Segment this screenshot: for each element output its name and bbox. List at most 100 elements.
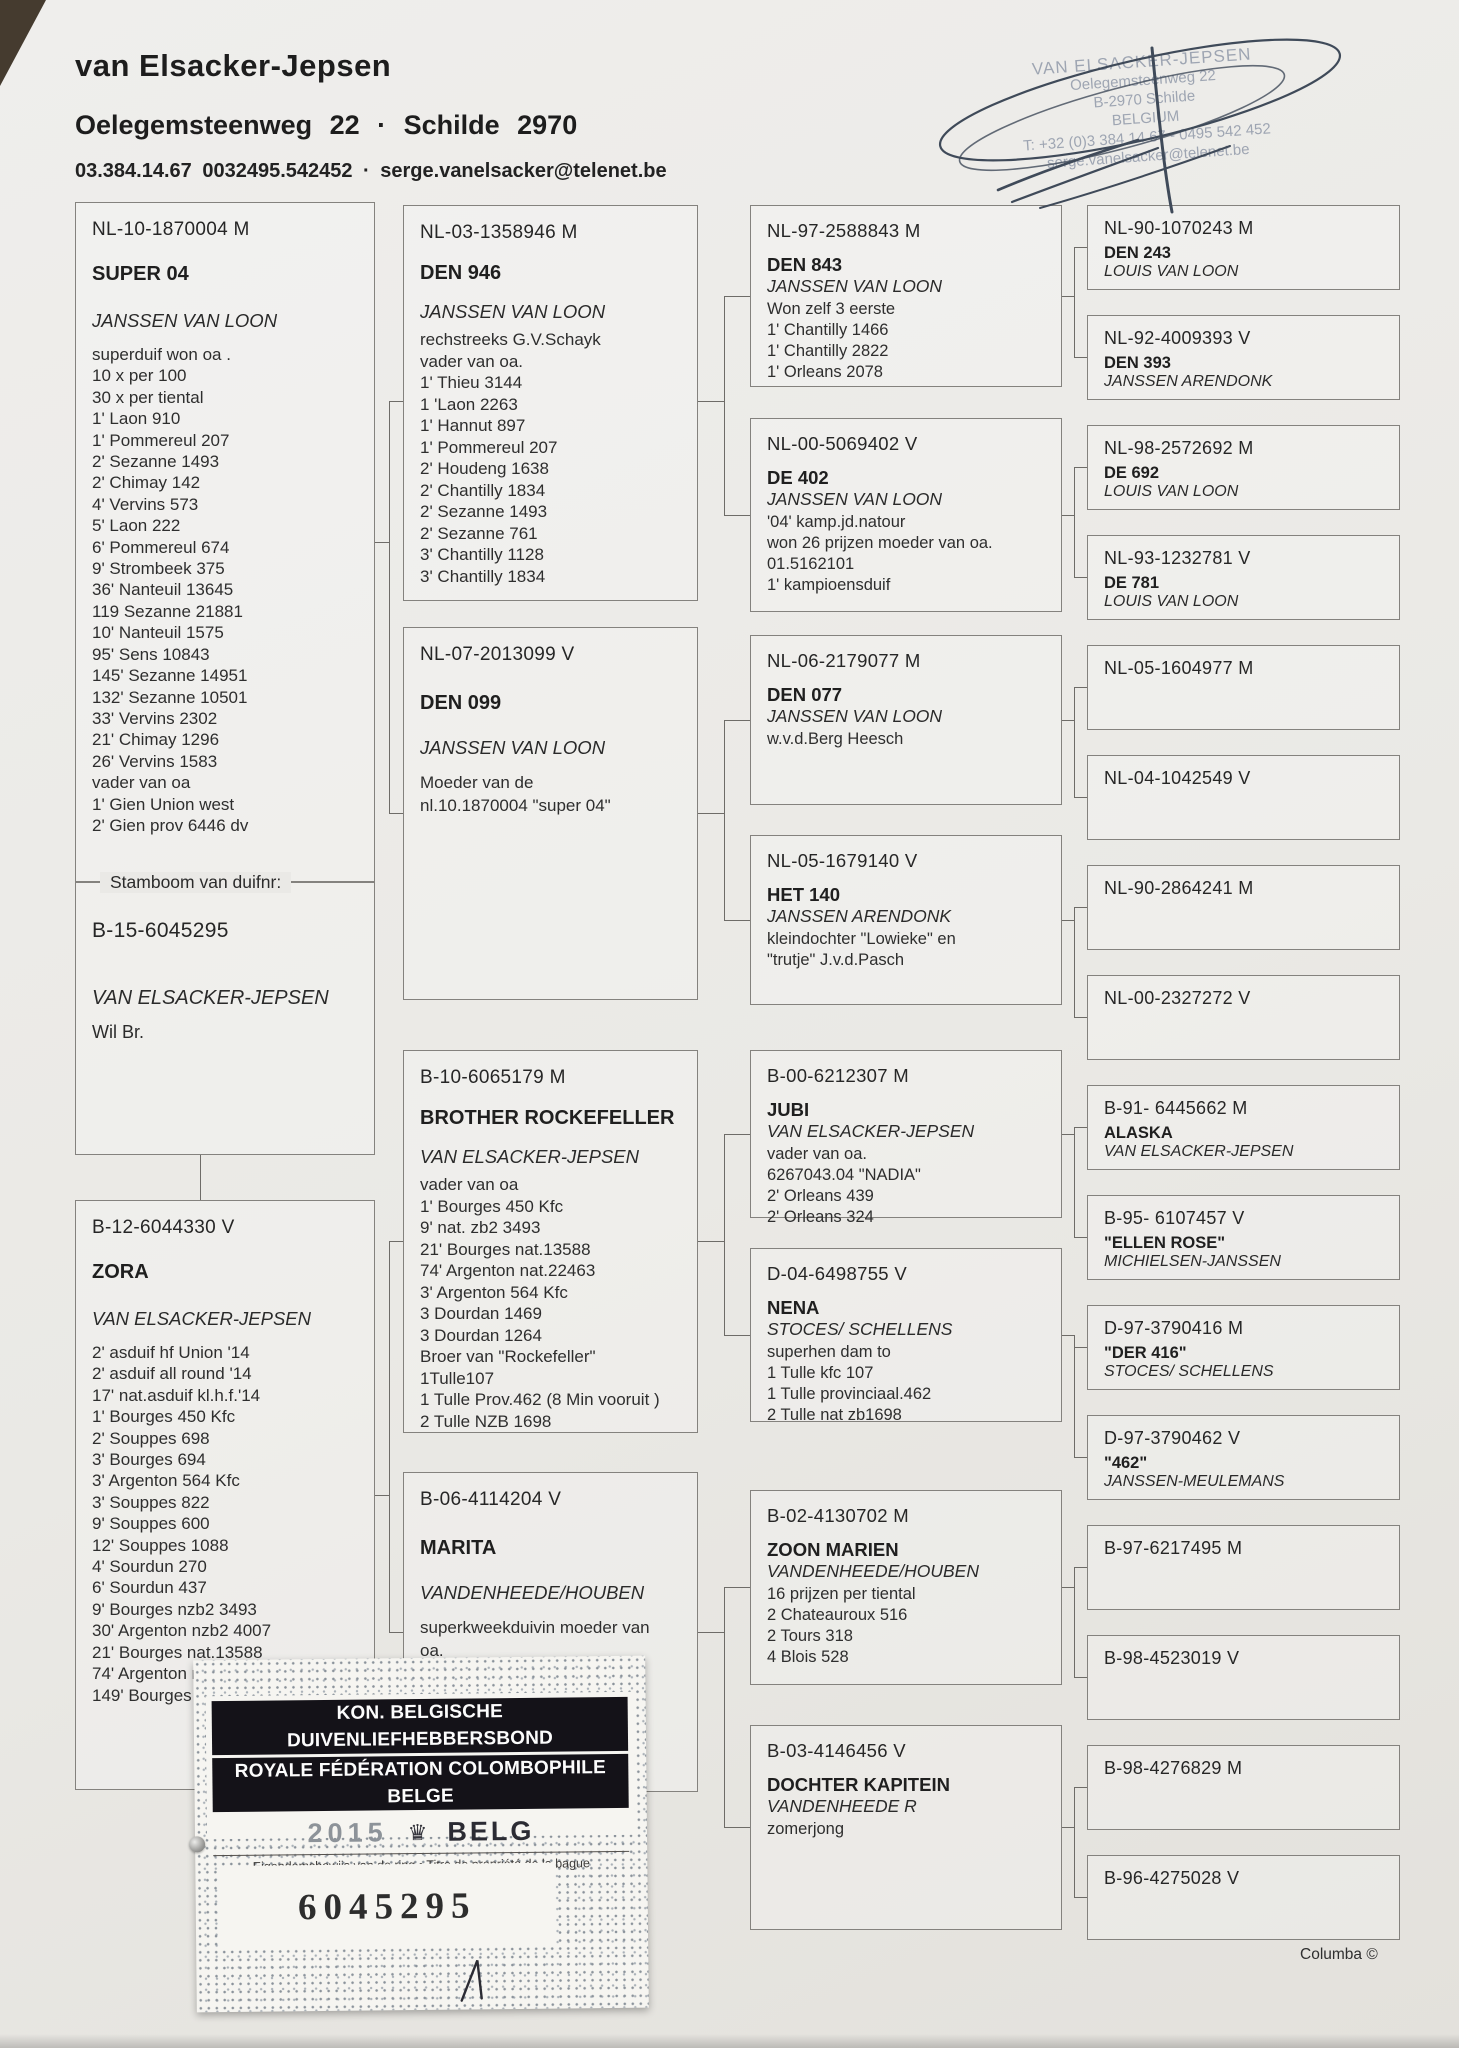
- pigeon-name: MARITA: [420, 1537, 497, 1559]
- ring-number: B-12-6044330 V: [92, 1217, 235, 1238]
- ring-number: NL-07-2013099 V: [420, 644, 575, 665]
- pigeon-name: ZOON MARIEN: [767, 1539, 899, 1560]
- federation-name-fr: ROYALE FÉDÉRATION COLOMBOPHILE BELGE: [212, 1753, 629, 1813]
- connector-line: [1074, 687, 1087, 688]
- box-g4-5: NL-05-1604977 M: [1087, 645, 1400, 730]
- connector-line: [1074, 687, 1075, 797]
- owner-name: JANSSEN VAN LOON: [767, 489, 943, 509]
- connector-line: [1074, 1567, 1075, 1677]
- box-g4-13: B-97-6217495 M: [1087, 1525, 1400, 1610]
- pigeon-name: "ELLEN ROSE": [1104, 1234, 1226, 1252]
- box-g4-16: B-96-4275028 V: [1087, 1855, 1400, 1940]
- pigeon-name: ZORA: [92, 1261, 149, 1283]
- ring-number: NL-97-2588843 M: [767, 220, 921, 241]
- connector-line: [389, 1241, 390, 1632]
- owner-name: JANSSEN VAN LOON: [420, 301, 606, 322]
- pigeon-name: DEN 946: [420, 262, 502, 284]
- connector-line: [389, 401, 390, 813]
- subject-note: Wil Br.: [92, 1022, 144, 1042]
- owner-name: VAN ELSACKER-JEPSEN: [767, 1121, 975, 1141]
- results-list: 16 prijzen per tiental 2 Chateauroux 516…: [767, 1585, 916, 1666]
- box-het-140: NL-05-1679140 V HET 140 JANSSEN ARENDONK…: [750, 835, 1062, 1005]
- connector-line: [724, 920, 750, 921]
- connector-line: [1062, 1335, 1074, 1336]
- box-g4-3: NL-98-2572692 M DE 692 LOUIS VAN LOON: [1087, 425, 1400, 510]
- ring-number: B-91- 6445662 M: [1104, 1098, 1248, 1118]
- subject-label: Stamboom van duifnr:: [100, 872, 292, 893]
- results-list: superhen dam to 1 Tulle kfc 107 1 Tulle …: [767, 1343, 932, 1424]
- connector-line: [200, 1155, 201, 1200]
- connector-line: [724, 720, 750, 721]
- connector-line: [1074, 1335, 1075, 1457]
- connector-line: [724, 1587, 725, 1827]
- box-g4-14: B-98-4523019 V: [1087, 1635, 1400, 1720]
- connector-line: [389, 813, 403, 814]
- results-list: 2' asduif hf Union '14 2' asduif all rou…: [92, 1343, 272, 1705]
- owner-name: STOCES/ SCHELLENS: [1104, 1363, 1274, 1380]
- ring-number: NL-90-1070243 M: [1104, 218, 1254, 238]
- owner-name: VAN ELSACKER-JEPSEN: [420, 1146, 639, 1167]
- ring-number: B-98-4276829 M: [1104, 1758, 1243, 1778]
- owner-name: VANDENHEEDE R: [767, 1796, 917, 1816]
- connector-line: [1074, 907, 1087, 908]
- connector-line: [698, 401, 724, 402]
- ring-ownership-tag: KON. BELGISCHE DUIVENLIEFHEBBERSBOND ROY…: [189, 1655, 649, 2013]
- connector-line: [1074, 1567, 1087, 1568]
- box-g4-10: B-95- 6107457 V "ELLEN ROSE" MICHIELSEN-…: [1087, 1195, 1400, 1280]
- tag-year: 2015: [307, 1817, 388, 1849]
- connector-line: [1074, 1457, 1087, 1458]
- connector-line: [1062, 920, 1074, 921]
- ring-number: D-97-3790462 V: [1104, 1428, 1241, 1448]
- owner-name: VANDENHEEDE/HOUBEN: [767, 1561, 979, 1581]
- box-den-099: NL-07-2013099 V DEN 099 JANSSEN VAN LOON…: [403, 627, 698, 1000]
- owner-name: JANSSEN ARENDONK: [767, 906, 952, 926]
- ring-number: B-00-6212307 M: [767, 1065, 910, 1086]
- ring-number: NL-06-2179077 M: [767, 650, 921, 671]
- federation-name-nl: KON. BELGISCHE DUIVENLIEFHEBBERSBOND: [211, 1696, 629, 1756]
- box-g4-9: B-91- 6445662 M ALASKA VAN ELSACKER-JEPS…: [1087, 1085, 1400, 1170]
- connector-line: [724, 1827, 750, 1828]
- connector-line: [389, 1241, 403, 1242]
- ring-number: B-95- 6107457 V: [1104, 1208, 1245, 1228]
- tag-ring-number: 6045295: [297, 1884, 477, 1928]
- paper-edge-shadow: [0, 2034, 1459, 2048]
- box-nena: D-04-6498755 V NENA STOCES/ SCHELLENS su…: [750, 1248, 1062, 1424]
- connector-line: [1074, 1787, 1075, 1897]
- ring-number: NL-10-1870004 M: [92, 219, 250, 240]
- connector-line: [724, 720, 725, 920]
- box-g4-1: NL-90-1070243 M DEN 243 LOUIS VAN LOON: [1087, 205, 1400, 290]
- connector-line: [1062, 1134, 1074, 1135]
- connector-line: [1062, 1587, 1074, 1588]
- ring-number: NL-00-5069402 V: [767, 433, 918, 454]
- results-list: vader van oa 1' Bourges 450 Kfc 9' nat. …: [420, 1175, 660, 1431]
- owner-name: LOUIS VAN LOON: [1104, 483, 1239, 500]
- owner-name: JANSSEN VAN LOON: [767, 706, 943, 726]
- connector-line: [724, 1134, 750, 1135]
- ring-number: B-15-6045295: [92, 919, 229, 942]
- ring-number: B-02-4130702 M: [767, 1505, 910, 1526]
- ring-number: B-96-4275028 V: [1104, 1868, 1240, 1888]
- ring-number: NL-03-1358946 M: [420, 222, 578, 243]
- pigeon-name: DEN 099: [420, 692, 502, 714]
- pin-icon: [189, 1836, 206, 1853]
- box-de-402: NL-00-5069402 V DE 402 JANSSEN VAN LOON …: [750, 418, 1062, 612]
- pigeon-name: DEN 393: [1104, 354, 1171, 372]
- box-g4-12: D-97-3790462 V "462" JANSSEN-MEULEMANS: [1087, 1415, 1400, 1500]
- connector-line: [698, 1241, 724, 1242]
- connector-line: [375, 1495, 389, 1496]
- connector-line: [389, 401, 403, 402]
- box-dochter-kapitein: B-03-4146456 V DOCHTER KAPITEIN VANDENHE…: [750, 1725, 1062, 1930]
- ring-number: B-97-6217495 M: [1104, 1538, 1243, 1558]
- pigeon-name: JUBI: [767, 1099, 810, 1120]
- credit-text: Columba ©: [1300, 1946, 1378, 1963]
- results-list: zomerjong: [767, 1820, 845, 1838]
- connector-line: [1074, 1787, 1087, 1788]
- connector-line: [724, 1134, 725, 1335]
- box-den-946: NL-03-1358946 M DEN 946 JANSSEN VAN LOON…: [403, 205, 698, 601]
- box-super-04: NL-10-1870004 M SUPER 04 JANSSEN VAN LOO…: [75, 202, 375, 882]
- owner-name: VAN ELSACKER-JEPSEN: [1104, 1143, 1294, 1160]
- box-g4-4: NL-93-1232781 V DE 781 LOUIS VAN LOON: [1087, 535, 1400, 620]
- connector-line: [1074, 467, 1075, 577]
- ring-number: NL-05-1604977 M: [1104, 658, 1254, 678]
